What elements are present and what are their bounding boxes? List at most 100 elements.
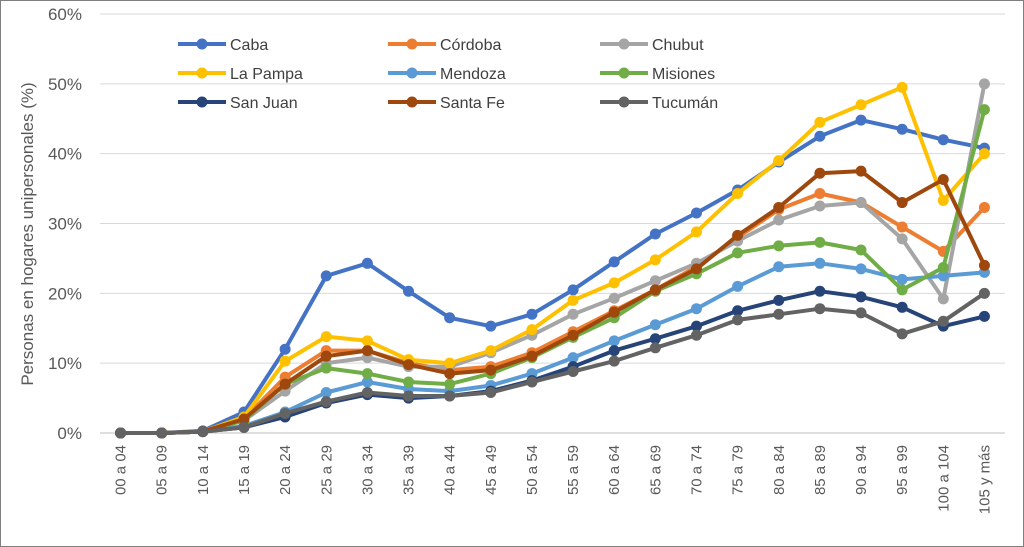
data-point — [814, 200, 826, 212]
data-point — [238, 413, 250, 425]
data-point — [896, 123, 908, 135]
data-point — [361, 376, 373, 388]
legend-item: Córdoba — [388, 37, 501, 54]
series-chubut — [115, 78, 990, 439]
series-line — [120, 83, 987, 435]
legend-label: Caba — [230, 37, 268, 54]
data-point — [403, 285, 415, 297]
data-point — [937, 261, 949, 273]
x-tick-label: 20 a 24 — [277, 445, 294, 495]
y-tick-label: 60% — [48, 5, 82, 24]
legend-item: Tucumán — [600, 95, 718, 112]
data-point — [896, 197, 908, 209]
data-point — [690, 320, 702, 332]
data-point — [526, 350, 538, 362]
legend-label: Mendoza — [440, 66, 506, 83]
data-point — [978, 259, 990, 271]
legend-label: Santa Fe — [440, 95, 505, 112]
data-point — [115, 427, 127, 439]
y-tick-label: 50% — [48, 75, 82, 94]
data-point — [403, 390, 415, 402]
data-point — [896, 301, 908, 313]
data-point — [361, 335, 373, 347]
x-tick-label: 30 a 34 — [359, 445, 376, 495]
legend-label: Chubut — [652, 37, 704, 54]
legend-label: Misiones — [652, 66, 715, 83]
data-point — [649, 342, 661, 354]
data-point — [444, 357, 456, 369]
data-point — [156, 427, 168, 439]
data-point — [361, 386, 373, 398]
x-tick-label: 105 y más — [976, 445, 993, 514]
data-point — [608, 345, 620, 357]
data-point — [690, 263, 702, 275]
x-tick-label: 00 a 04 — [113, 445, 130, 495]
x-tick-label: 40 a 44 — [442, 445, 459, 495]
data-point — [732, 280, 744, 292]
series-caba — [115, 114, 990, 439]
data-point — [361, 257, 373, 269]
legend-item: La Pampa — [178, 66, 303, 83]
data-point — [279, 355, 291, 367]
data-point — [773, 155, 785, 167]
data-point — [320, 362, 332, 374]
legend-swatch-marker — [618, 67, 630, 79]
x-tick-label: 70 a 74 — [688, 445, 705, 495]
data-point — [937, 174, 949, 186]
data-point — [649, 228, 661, 240]
data-point — [485, 345, 497, 357]
series-santa-fe — [115, 165, 990, 439]
series-line — [120, 109, 987, 435]
data-point — [320, 396, 332, 408]
legend: Caba Córdoba Chubut La Pampa Mendoza Misiones… — [178, 37, 718, 112]
series-line — [120, 191, 986, 435]
data-point — [690, 207, 702, 219]
y-tick-label: 10% — [48, 354, 82, 373]
y-axis-ticks: 0% 10% 20% 30% 40% 50% 60% — [48, 5, 82, 443]
data-point — [320, 386, 332, 398]
series-group — [115, 78, 990, 439]
legend-swatch-marker — [406, 38, 418, 50]
legend-item: Chubut — [600, 37, 704, 54]
data-point — [320, 350, 332, 362]
data-point — [320, 270, 332, 282]
series-line — [120, 291, 986, 435]
data-point — [567, 294, 579, 306]
data-point — [444, 390, 456, 402]
data-point — [732, 229, 744, 241]
x-tick-label: 80 a 84 — [771, 445, 788, 495]
x-tick-label: 25 a 29 — [318, 445, 335, 495]
x-tick-label: 75 a 79 — [730, 445, 747, 495]
data-point — [855, 263, 867, 275]
data-point — [937, 315, 949, 327]
data-point — [855, 291, 867, 303]
y-tick-label: 20% — [48, 284, 82, 303]
data-point — [732, 187, 744, 199]
data-point — [567, 352, 579, 364]
x-tick-label: 05 a 09 — [154, 445, 171, 495]
data-point — [649, 275, 661, 287]
data-point — [320, 331, 332, 343]
data-point — [732, 247, 744, 259]
x-tick-label: 60 a 64 — [606, 445, 623, 495]
data-point — [526, 324, 538, 336]
data-point — [444, 368, 456, 380]
data-point — [279, 407, 291, 419]
data-point — [485, 364, 497, 376]
x-tick-label: 15 a 19 — [236, 445, 253, 495]
data-point — [978, 104, 990, 116]
data-point — [773, 201, 785, 213]
data-point — [567, 329, 579, 341]
data-point — [485, 386, 497, 398]
x-axis-ticks: 00 a 04 05 a 09 10 a 14 15 a 19 20 a 24 25 a … — [113, 445, 994, 514]
data-point — [896, 328, 908, 340]
data-point — [732, 314, 744, 326]
data-point — [361, 345, 373, 357]
data-point — [896, 273, 908, 285]
data-point — [814, 167, 826, 179]
data-point — [896, 81, 908, 93]
data-point — [608, 292, 620, 304]
data-point — [896, 284, 908, 296]
data-point — [773, 294, 785, 306]
